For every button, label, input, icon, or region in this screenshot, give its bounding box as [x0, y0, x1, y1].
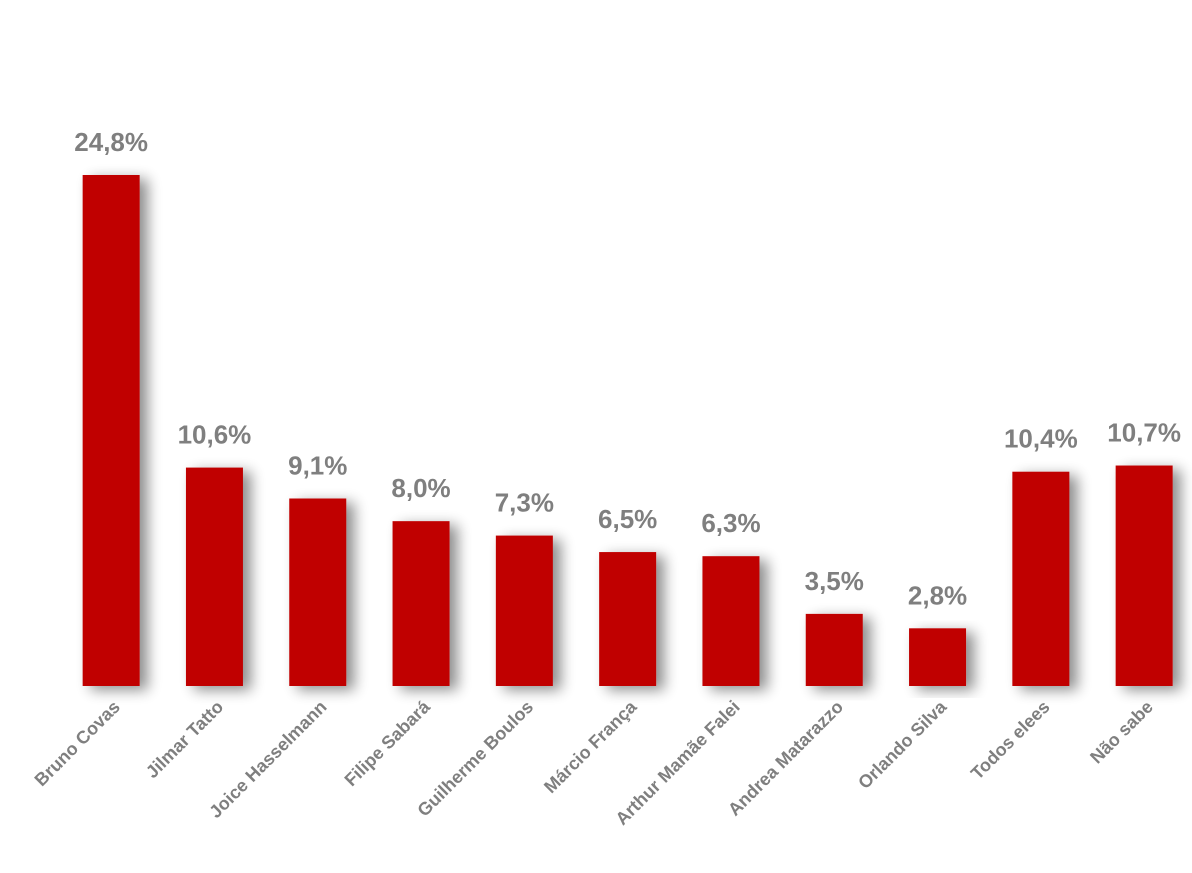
value-label: 24,8% — [74, 127, 148, 157]
bar — [1012, 471, 1070, 686]
bar — [702, 556, 760, 686]
x-tick-label: Orlando Silva — [854, 696, 951, 793]
x-tick-label: Não sabe — [1086, 697, 1157, 768]
bar — [392, 521, 450, 686]
x-tick-label: Filipe Sabará — [341, 696, 435, 790]
x-tick-label: Andrea Matarazzo — [724, 697, 847, 820]
value-label: 6,3% — [701, 508, 760, 538]
x-tick-label: Márcio França — [540, 696, 641, 797]
x-tick-label: Joice Hasselmann — [205, 697, 330, 822]
value-label: 6,5% — [598, 504, 657, 534]
bar — [185, 467, 243, 686]
x-tick-label: Bruno Covas — [31, 697, 124, 790]
bar — [599, 552, 657, 686]
bar — [909, 628, 967, 686]
value-label: 10,6% — [178, 420, 252, 450]
value-label: 3,5% — [805, 566, 864, 596]
value-label: 8,0% — [391, 473, 450, 503]
value-label: 10,4% — [1004, 424, 1078, 454]
bar — [495, 535, 553, 686]
value-label: 9,1% — [288, 450, 347, 480]
bar — [1115, 465, 1173, 686]
x-tick-label: Jilmar Tatto — [142, 697, 227, 782]
bar — [82, 175, 140, 686]
value-label: 10,7% — [1107, 418, 1181, 448]
bar — [289, 498, 347, 686]
bar — [805, 613, 863, 686]
x-tick-label: Guilherme Boulos — [413, 697, 537, 821]
x-tick-label: Todos elees — [967, 697, 1054, 784]
value-label: 2,8% — [908, 580, 967, 610]
value-label: 7,3% — [495, 488, 554, 518]
